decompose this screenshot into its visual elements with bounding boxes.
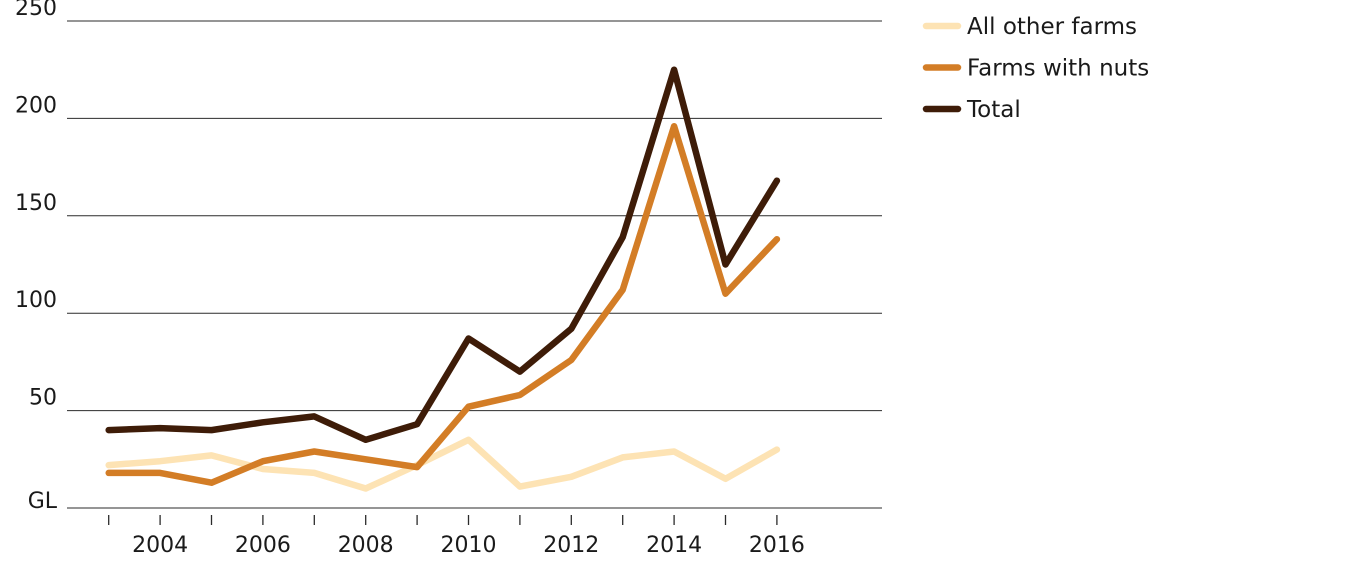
x-tick-label-2006: 2006 [235, 533, 291, 558]
legend: All other farms Farms with nuts Total [922, 14, 1149, 123]
x-tick-label-2008: 2008 [338, 533, 394, 558]
series-line-3 [105, 66, 781, 444]
y-tick-label-250: 250 [15, 0, 57, 21]
series-line-1 [105, 436, 781, 492]
y-axis-unit-label: GL [28, 489, 58, 514]
x-tick-label-2016: 2016 [749, 533, 805, 558]
x-axis: 2004 2006 2008 2010 2012 2014 2016 [67, 507, 882, 558]
y-tick-label-100: 100 [15, 288, 57, 313]
legend-label-2: Farms with nuts [967, 56, 1149, 82]
x-tick-label-2014: 2014 [646, 533, 702, 558]
series-lines [105, 66, 781, 492]
series-line-2 [105, 122, 781, 486]
legend-label-1: All other farms [967, 14, 1137, 40]
x-tick-label-2012: 2012 [543, 533, 599, 558]
gridlines [67, 20, 882, 412]
x-tick-label-2004: 2004 [132, 533, 188, 558]
y-tick-label-200: 200 [15, 93, 57, 118]
x-tick-label-2010: 2010 [441, 533, 497, 558]
y-tick-label-150: 150 [15, 191, 57, 216]
legend-label-3: Total [966, 97, 1021, 123]
y-tick-label-50: 50 [29, 386, 57, 411]
y-axis: 50 100 150 200 250 [15, 0, 57, 411]
